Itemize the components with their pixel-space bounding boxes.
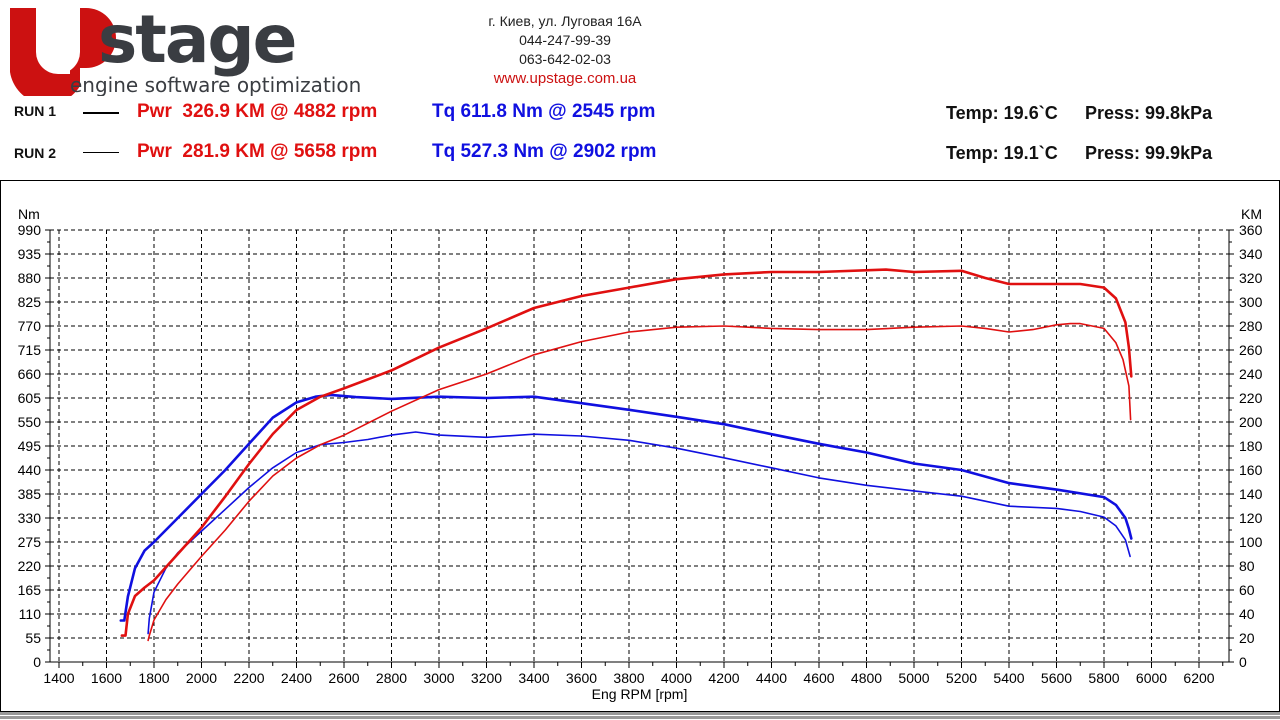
x-tick-label: 5000 [898, 670, 929, 686]
y-left-tick-label: 880 [18, 270, 42, 286]
y-left-tick-label: 935 [18, 246, 42, 262]
x-tick-label: 2000 [186, 670, 217, 686]
y-left-tick-label: 220 [18, 558, 42, 574]
y-left-axis-title: Nm [18, 206, 40, 222]
x-axis-title: Eng RPM [rpm] [592, 686, 688, 702]
phone-1: 044-247-99-39 [519, 32, 611, 48]
series-line-run-2-torque [147, 431, 1131, 635]
y-left-tick-label: 550 [18, 414, 42, 430]
x-tick-label: 6000 [1136, 670, 1167, 686]
x-tick-label: 1800 [138, 670, 169, 686]
y-left-tick-label: 330 [18, 510, 42, 526]
run2-line-sample [83, 152, 119, 153]
dyno-chart: 1400 1600 1800 2000 2200 2400 2600 2800 3000 3200… [18, 206, 1263, 702]
y-right-tick-label: 280 [1239, 318, 1263, 334]
y-left-tick-label: 495 [18, 438, 42, 454]
series-line-run-1-torque [119, 393, 1133, 622]
y-right-tick-label: 340 [1239, 246, 1263, 262]
y-right-tick-label: 320 [1239, 270, 1263, 286]
x-tick-label: 5400 [993, 670, 1024, 686]
y-left-tick-label: 275 [18, 534, 42, 550]
y-right-tick-label: 200 [1239, 414, 1263, 430]
address: г. Киев, ул. Луговая 16А [488, 13, 642, 29]
svg-text:engine software optimization: engine software optimization [70, 73, 361, 96]
y-right-tick-label: 160 [1239, 462, 1263, 478]
run2-torque-stat: Tq 527.3 Nm @ 2902 rpm [432, 141, 657, 162]
y-right-tick-label: 360 [1239, 222, 1263, 238]
x-tick-label: 3600 [566, 670, 597, 686]
x-tick-label: 2600 [328, 670, 359, 686]
phone-2: 063-642-02-03 [519, 51, 611, 67]
x-tick-label: 3200 [471, 670, 502, 686]
x-tick-label: 2200 [233, 670, 264, 686]
divider [0, 716, 1280, 719]
y-right-tick-label: 180 [1239, 438, 1263, 454]
x-tick-label: 1600 [91, 670, 122, 686]
y-left-tick-label: 605 [18, 390, 42, 406]
x-tick-label: 5800 [1088, 670, 1119, 686]
x-tick-label: 2400 [281, 670, 312, 686]
x-tick-label: 5600 [1041, 670, 1072, 686]
y-left-tick-label: 715 [18, 342, 42, 358]
x-tick-label: 4600 [803, 670, 834, 686]
run2-label: RUN 2 [14, 145, 57, 161]
y-left-tick-label: 440 [18, 462, 42, 478]
x-tick-label: 4200 [708, 670, 739, 686]
y-right-tick-label: 80 [1239, 558, 1255, 574]
run1-label: RUN 1 [14, 103, 57, 119]
y-left-tick-label: 825 [18, 294, 42, 310]
y-right-tick-label: 0 [1239, 654, 1247, 670]
y-left-tick-label: 770 [18, 318, 42, 334]
run2-power-stat: Pwr 281.9 KM @ 5658 rpm [137, 141, 378, 162]
y-left-tick-label: 385 [18, 486, 42, 502]
y-left-tick-label: 55 [25, 630, 41, 646]
x-tick-label: 6200 [1183, 670, 1214, 686]
y-left-tick-label: 165 [18, 582, 42, 598]
svg-text:stage: stage [98, 4, 295, 78]
y-right-tick-label: 20 [1239, 630, 1255, 646]
x-tick-label: 4400 [756, 670, 787, 686]
y-right-tick-label: 100 [1239, 534, 1263, 550]
y-left-tick-label: 660 [18, 366, 42, 382]
y-right-tick-label: 120 [1239, 510, 1263, 526]
run2-temp: Temp: 19.1`C [946, 143, 1058, 163]
y-right-tick-label: 40 [1239, 606, 1255, 622]
contact-block: г. Киев, ул. Луговая 16А 044-247-99-39 0… [440, 12, 690, 88]
run1-press: Press: 99.8kPa [1085, 103, 1213, 123]
x-tick-label: 3800 [613, 670, 644, 686]
y-left-tick-label: 110 [19, 606, 42, 622]
run1-torque-stat: Tq 611.8 Nm @ 2545 rpm [432, 101, 656, 122]
divider [0, 712, 1280, 715]
y-right-tick-label: 260 [1239, 342, 1263, 358]
series-line-run-2-power [147, 322, 1132, 642]
y-right-tick-label: 300 [1239, 294, 1263, 310]
y-right-tick-label: 140 [1239, 486, 1263, 502]
y-right-axis-title: KM [1241, 206, 1262, 222]
run1-temp: Temp: 19.6`C [946, 103, 1058, 123]
x-tick-label: 3000 [423, 670, 454, 686]
upstage-logo: stage engine software optimization [10, 4, 361, 96]
x-tick-label: 4000 [661, 670, 692, 686]
y-left-tick-label: 990 [18, 222, 42, 238]
x-tick-label: 3400 [518, 670, 549, 686]
website-link[interactable]: www.upstage.com.ua [493, 70, 637, 87]
x-tick-label: 4800 [851, 670, 882, 686]
run1-power-stat: Pwr 326.9 KM @ 4882 rpm [137, 101, 378, 122]
run2-press: Press: 99.9kPa [1085, 143, 1213, 163]
x-tick-label: 2800 [376, 670, 407, 686]
run1-line-sample [83, 112, 119, 114]
series-line-run-1-power [120, 268, 1133, 637]
y-right-tick-label: 220 [1239, 390, 1263, 406]
y-right-tick-label: 60 [1239, 582, 1255, 598]
x-tick-label: 5200 [946, 670, 977, 686]
y-left-tick-label: 0 [33, 654, 41, 670]
x-tick-label: 1400 [43, 670, 74, 686]
y-right-tick-label: 240 [1239, 366, 1263, 382]
